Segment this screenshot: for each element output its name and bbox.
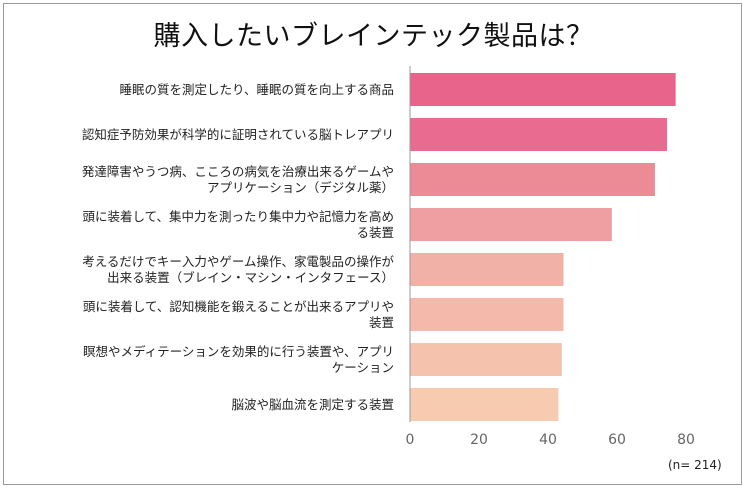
sample-size-note: (n= 214) [668, 458, 722, 472]
category-label: 頭に装着して、認知機能を鍛えることが出来るアプリや装置 [83, 299, 394, 330]
bar [410, 208, 612, 241]
category-label: 頭に装着して、集中力を測ったり集中力や記憶力を高める装置 [82, 209, 394, 240]
chart-title: 購入したいブレインテック製品は？ [153, 21, 594, 52]
x-tick-label: 60 [608, 432, 626, 448]
category-label-line: 認知症予防効果が科学的に証明されている脳トレアプリ [82, 127, 394, 142]
x-tick-label: 20 [470, 432, 488, 448]
category-label-line: 頭に装着して、集中力を測ったり集中力や記憶力を高め [82, 209, 394, 224]
category-label-line: ケーション [332, 360, 394, 375]
bar [410, 73, 676, 106]
category-label: 認知症予防効果が科学的に証明されている脳トレアプリ [82, 127, 394, 142]
bar [410, 253, 564, 286]
category-label: 脳波や脳血流を測定する装置 [231, 397, 394, 412]
bar [410, 343, 562, 376]
category-label-line: 睡眠の質を測定したり、睡眠の質を向上する商品 [119, 82, 394, 97]
category-label: 発達障害やうつ病、こころの病気を治療出来るゲームやアプリケーション（デジタル薬） [82, 164, 394, 195]
bar [410, 388, 559, 421]
category-label-line: 脳波や脳血流を測定する装置 [231, 397, 394, 412]
category-label-line: 頭に装着して、認知機能を鍛えることが出来るアプリや [83, 299, 394, 314]
bar [410, 118, 668, 151]
category-label: 考えるだけでキー入力やゲーム操作、家電製品の操作が出来る装置（ブレイン・マシン・… [82, 254, 394, 285]
category-label-line: 発達障害やうつ病、こころの病気を治療出来るゲームや [82, 164, 394, 179]
category-label-line: 出来る装置（ブレイン・マシン・インタフェース） [107, 270, 394, 285]
category-label-line: アプリケーション（デジタル薬） [207, 180, 394, 195]
category-label: 睡眠の質を測定したり、睡眠の質を向上する商品 [119, 82, 394, 97]
category-label-line: 考えるだけでキー入力やゲーム操作、家電製品の操作が [82, 254, 394, 269]
x-tick-label: 40 [539, 432, 557, 448]
category-label-line: る装置 [356, 225, 394, 240]
x-tick-label: 80 [677, 432, 695, 448]
bar [410, 163, 655, 196]
category-label: 瞑想やメディテーションを効果的に行う装置や、アプリケーション [83, 344, 394, 375]
category-label-line: 装置 [369, 315, 394, 330]
x-tick-label: 0 [406, 432, 415, 448]
bar [410, 298, 564, 331]
category-label-line: 瞑想やメディテーションを効果的に行う装置や、アプリ [83, 344, 394, 359]
